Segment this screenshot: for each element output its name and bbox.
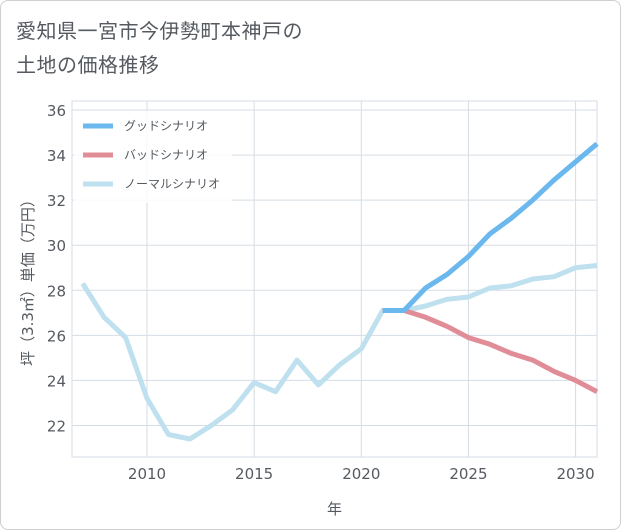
- x-tick-label: 2030: [556, 465, 594, 483]
- good-scenario-line: [382, 141, 599, 313]
- series-lines: [80, 141, 599, 442]
- legend-item-normal-label: ノーマルシナリオ: [124, 177, 220, 191]
- x-tick-label: 2020: [342, 465, 380, 483]
- x-axis-label: 年: [327, 500, 342, 518]
- legend-item-bad-label: バッドシナリオ: [124, 148, 208, 162]
- y-axis-label: 坪（3.3㎡）単価（万円）: [19, 192, 37, 366]
- chart-title: 愛知県一宮市今伊勢町本神戸の 土地の価格推移: [16, 14, 303, 82]
- axes: 2010 2015 2020 2025 2030 22 24 26 28 30 32 34 36: [47, 102, 595, 483]
- normal-scenario-line: [80, 263, 598, 442]
- legend-item-good-label: グッドシナリオ: [124, 119, 208, 133]
- y-tick-label: 30: [47, 237, 66, 255]
- x-tick-label: 2015: [235, 465, 273, 483]
- y-tick-label: 24: [47, 372, 66, 390]
- y-tick-label: 28: [47, 282, 66, 300]
- y-tick-label: 26: [47, 327, 66, 345]
- y-tick-label: 22: [47, 417, 66, 435]
- plot-area: [71, 100, 598, 458]
- chart-title-line1: 愛知県一宮市今伊勢町本神戸の: [16, 19, 303, 43]
- y-tick-label: 34: [47, 147, 66, 165]
- x-tick-label: 2010: [128, 465, 166, 483]
- x-tick-label: 2025: [449, 465, 487, 483]
- y-tick-label: 36: [47, 102, 66, 120]
- bad-scenario-line: [382, 308, 599, 394]
- chart-title-line2: 土地の価格推移: [16, 53, 160, 77]
- y-tick-label: 32: [47, 192, 66, 210]
